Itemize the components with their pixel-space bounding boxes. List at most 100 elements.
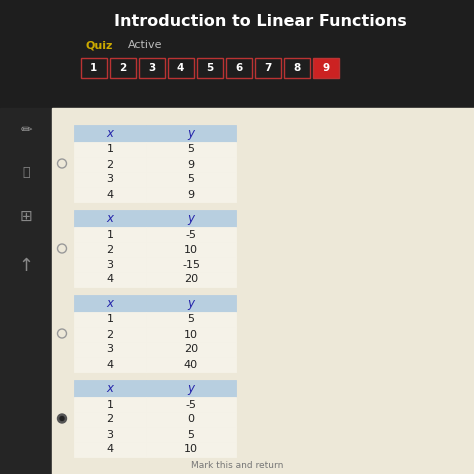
Bar: [255, 58, 281, 78]
Bar: [146, 172, 236, 187]
Bar: [0, 108, 52, 474]
Text: 2: 2: [119, 63, 126, 73]
Text: 5: 5: [188, 145, 194, 155]
Text: 4: 4: [107, 359, 114, 370]
Text: 9: 9: [187, 159, 194, 170]
Bar: [283, 58, 310, 78]
Bar: [146, 187, 236, 202]
Text: 4: 4: [107, 445, 114, 455]
Text: x: x: [107, 212, 113, 225]
Text: 0: 0: [188, 414, 194, 425]
Text: 1: 1: [107, 400, 113, 410]
Text: 10: 10: [184, 445, 198, 455]
Text: x: x: [107, 297, 113, 310]
Text: ✏: ✏: [20, 123, 32, 137]
Text: y: y: [188, 212, 194, 225]
Text: 5: 5: [188, 174, 194, 184]
Text: -15: -15: [182, 259, 200, 270]
Text: y: y: [188, 297, 194, 310]
Bar: [74, 327, 146, 342]
Bar: [146, 295, 236, 312]
Bar: [74, 157, 146, 172]
Bar: [146, 142, 236, 157]
Text: 1: 1: [90, 63, 97, 73]
Bar: [138, 58, 164, 78]
Bar: [74, 272, 146, 287]
Text: 6: 6: [235, 63, 242, 73]
Text: -5: -5: [185, 229, 197, 239]
Bar: [109, 58, 136, 78]
Text: 8: 8: [293, 63, 300, 73]
Text: 9: 9: [322, 63, 329, 73]
Text: 20: 20: [184, 345, 198, 355]
Text: 2: 2: [107, 414, 114, 425]
Text: 1: 1: [107, 145, 113, 155]
Text: x: x: [107, 127, 113, 140]
Bar: [74, 187, 146, 202]
Bar: [146, 380, 236, 397]
Text: 7: 7: [264, 63, 271, 73]
Text: 3: 3: [107, 429, 113, 439]
Bar: [74, 227, 146, 242]
Text: 20: 20: [184, 274, 198, 284]
Bar: [226, 58, 252, 78]
Bar: [74, 125, 146, 142]
Bar: [146, 242, 236, 257]
Circle shape: [57, 414, 66, 423]
Bar: [146, 210, 236, 227]
Text: 9: 9: [187, 190, 194, 200]
Text: 5: 5: [188, 315, 194, 325]
Bar: [146, 157, 236, 172]
Text: 🎧: 🎧: [22, 166, 30, 180]
Text: 3: 3: [107, 174, 113, 184]
Text: 10: 10: [184, 245, 198, 255]
Bar: [146, 257, 236, 272]
Bar: [74, 412, 146, 427]
Bar: [74, 342, 146, 357]
Bar: [74, 442, 146, 457]
Text: 4: 4: [177, 63, 184, 73]
Circle shape: [60, 417, 64, 420]
Text: ↑: ↑: [18, 257, 34, 275]
Bar: [74, 210, 146, 227]
Text: y: y: [188, 127, 194, 140]
Bar: [74, 427, 146, 442]
Text: 4: 4: [107, 274, 114, 284]
Bar: [52, 108, 474, 474]
Bar: [74, 295, 146, 312]
Text: Introduction to Linear Functions: Introduction to Linear Functions: [114, 14, 407, 29]
Text: 4: 4: [107, 190, 114, 200]
Bar: [81, 58, 107, 78]
Text: 10: 10: [184, 329, 198, 339]
Bar: [74, 357, 146, 372]
Text: 3: 3: [107, 345, 113, 355]
Text: 2: 2: [107, 245, 114, 255]
Bar: [74, 397, 146, 412]
Bar: [146, 442, 236, 457]
Bar: [74, 172, 146, 187]
Text: y: y: [188, 382, 194, 395]
Bar: [168, 58, 193, 78]
Text: 1: 1: [107, 229, 113, 239]
Bar: [146, 312, 236, 327]
Bar: [146, 125, 236, 142]
Bar: [74, 380, 146, 397]
Text: Active: Active: [128, 40, 163, 50]
Bar: [74, 242, 146, 257]
Text: 3: 3: [148, 63, 155, 73]
Bar: [312, 58, 338, 78]
Bar: [146, 342, 236, 357]
Text: 5: 5: [188, 429, 194, 439]
Bar: [74, 312, 146, 327]
Bar: [197, 58, 223, 78]
Bar: [146, 397, 236, 412]
Bar: [146, 412, 236, 427]
Bar: [146, 272, 236, 287]
Text: 3: 3: [107, 259, 113, 270]
Bar: [146, 357, 236, 372]
Text: 5: 5: [206, 63, 213, 73]
Bar: [146, 427, 236, 442]
Text: 2: 2: [107, 329, 114, 339]
Text: 2: 2: [107, 159, 114, 170]
Text: Mark this and return: Mark this and return: [191, 462, 283, 471]
